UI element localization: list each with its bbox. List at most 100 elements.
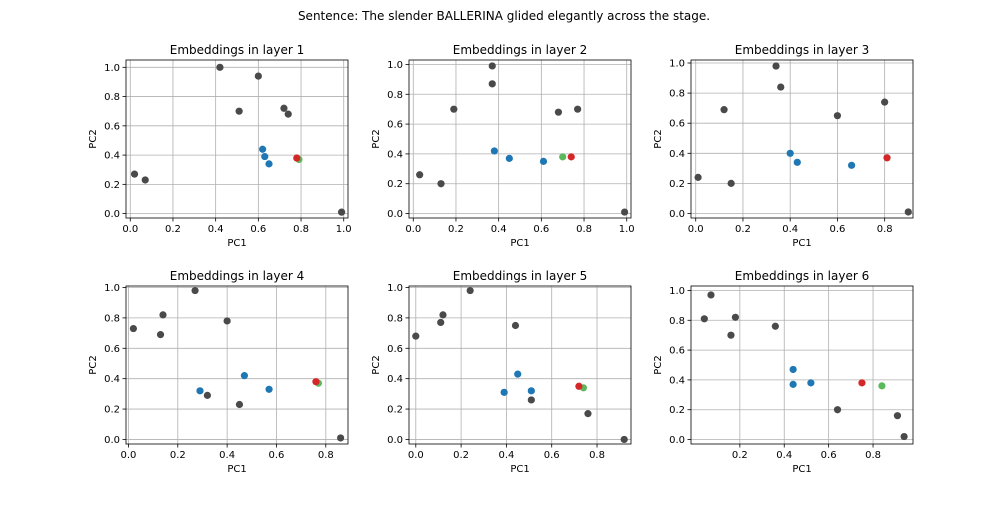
y-tick-label: 0.6 [104, 121, 120, 132]
data-point-blue [539, 157, 548, 165]
data-point-blue [265, 160, 273, 168]
data-point-blue [793, 158, 801, 166]
data-point-gray [284, 110, 292, 118]
y-tick-label: 0.6 [669, 346, 685, 357]
y-tick-label: 0.2 [104, 180, 120, 191]
data-point-gray [159, 311, 167, 319]
data-point-green [559, 153, 567, 161]
data-point-gray [223, 317, 231, 325]
data-point-blue [786, 149, 794, 157]
data-point-gray [412, 332, 420, 340]
y-tick-label: 0.2 [104, 405, 120, 416]
data-point-gray [141, 176, 149, 184]
y-tick-label: 0.4 [387, 149, 403, 160]
data-point-gray [191, 286, 199, 295]
data-point-gray [620, 435, 628, 444]
y-axis-label: PC2 [371, 129, 382, 148]
y-tick-label: 0.4 [104, 151, 120, 162]
x-tick-label: 0.8 [576, 224, 592, 235]
y-tick-label: 1.0 [104, 283, 120, 294]
data-point-blue [847, 161, 856, 169]
data-point-gray [337, 434, 345, 442]
x-tick-label: 0.0 [122, 224, 138, 235]
y-tick-label: 1.0 [387, 60, 403, 71]
subplot-title: Embeddings in layer 3 [735, 43, 869, 57]
data-point-red [312, 378, 320, 386]
data-point-gray [772, 62, 780, 70]
axes-frame [125, 285, 349, 445]
data-point-green [878, 382, 886, 390]
y-tick-label: 0.6 [104, 344, 120, 355]
data-point-gray [488, 62, 496, 70]
data-point-gray [437, 180, 445, 188]
data-point-gray [488, 80, 496, 88]
y-tick-label: 0.2 [387, 179, 403, 190]
data-point-gray [833, 112, 842, 120]
x-tick-label: 0.8 [877, 224, 893, 235]
data-point-blue [261, 152, 269, 161]
data-point-gray [771, 322, 779, 330]
data-point-gray [203, 391, 211, 399]
y-axis-label: PC2 [88, 129, 99, 148]
y-tick-label: 0.8 [387, 313, 403, 324]
data-point-gray [731, 313, 740, 321]
x-tick-label: 0.2 [735, 224, 751, 235]
axes-frame [125, 59, 349, 219]
subplot-title: Embeddings in layer 6 [735, 269, 869, 283]
x-tick-label: 0.4 [782, 224, 798, 235]
x-tick-label: 0.2 [165, 224, 181, 235]
y-axis-label: PC2 [653, 355, 664, 374]
axes-frame [408, 59, 632, 219]
y-tick-label: 0.6 [387, 344, 403, 355]
data-point-red [858, 379, 866, 387]
data-point-gray [337, 208, 346, 216]
x-tick-label: 0.4 [491, 224, 507, 235]
data-point-gray [584, 410, 592, 418]
y-tick-label: 0.2 [669, 179, 685, 190]
x-tick-label: 0.4 [498, 450, 514, 461]
x-tick-label: 0.4 [208, 224, 224, 235]
data-point-blue [527, 387, 535, 395]
x-tick-label: 0.6 [533, 224, 549, 235]
y-tick-label: 0.4 [669, 149, 685, 160]
subplot-layer-6: 0.2 0.4 0.6 0.8 0.0 0.2 0.4 0.6 0.8 1.0 Embeddings… [653, 269, 914, 475]
data-point-blue [789, 365, 797, 374]
figure-suptitle: Sentence: The slender BALLERINA glided e… [298, 9, 710, 23]
x-tick-label: 0.8 [865, 450, 881, 461]
data-point-blue [196, 387, 204, 395]
subplot-layer-2: 0.0 0.2 0.4 0.6 0.8 1.0 0.0 0.2 0.4 0.6 0.8 1.0 Embe… [371, 43, 635, 249]
subplot-title: Embeddings in layer 5 [453, 269, 587, 283]
x-tick-label: 0.4 [219, 450, 235, 461]
x-tick-label: 0.6 [250, 224, 266, 235]
x-tick-label: 0.0 [688, 224, 704, 235]
data-point-gray [833, 406, 842, 414]
y-axis-label: PC2 [653, 129, 664, 148]
y-tick-label: 0.8 [669, 316, 685, 327]
x-tick-label: 0.8 [293, 224, 309, 235]
y-tick-label: 0.4 [104, 374, 120, 385]
y-tick-label: 1.0 [669, 286, 685, 297]
y-tick-label: 0.0 [387, 435, 403, 446]
data-point-blue [259, 145, 267, 153]
y-tick-label: 0.0 [104, 435, 120, 446]
y-tick-label: 0.6 [669, 119, 685, 130]
x-tick-label: 0.4 [776, 450, 792, 461]
x-tick-label: 0.6 [829, 224, 845, 235]
data-point-blue [807, 379, 815, 387]
axes-frame [690, 285, 914, 445]
y-axis-label: PC2 [371, 355, 382, 374]
y-tick-label: 0.2 [669, 405, 685, 416]
x-tick-label: 1.0 [336, 224, 352, 235]
x-axis-label: PC1 [510, 464, 529, 475]
y-tick-label: 0.0 [669, 435, 685, 446]
data-point-gray [620, 208, 629, 216]
data-point-gray [129, 324, 137, 333]
y-tick-label: 0.6 [387, 120, 403, 131]
data-point-gray [720, 106, 728, 114]
data-point-gray [727, 179, 735, 187]
y-tick-label: 1.0 [104, 63, 120, 74]
data-point-blue [500, 388, 508, 396]
axes-frame [690, 59, 914, 219]
data-point-gray [904, 208, 912, 216]
